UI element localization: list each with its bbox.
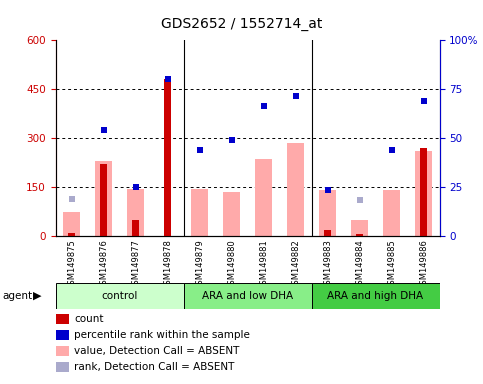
Bar [132,220,139,236]
Bar [196,235,203,236]
Bar [223,192,241,236]
Text: agent: agent [2,291,32,301]
Text: GSM149881: GSM149881 [259,239,268,290]
Text: count: count [74,314,103,324]
Text: GSM149886: GSM149886 [419,239,428,290]
Bar [420,148,427,236]
Bar [255,159,272,236]
Text: ARA and low DHA: ARA and low DHA [202,291,293,301]
Text: GSM149878: GSM149878 [163,239,172,290]
Text: GSM149879: GSM149879 [195,239,204,290]
Bar [312,283,440,309]
Bar [292,235,299,236]
Bar [351,220,369,236]
Bar [164,79,171,236]
Text: GSM149882: GSM149882 [291,239,300,290]
Bar [95,161,113,236]
Text: value, Detection Call = ABSENT: value, Detection Call = ABSENT [74,346,239,356]
Text: GSM149880: GSM149880 [227,239,236,290]
Bar [324,230,331,236]
Bar [63,212,80,236]
Bar [228,235,235,236]
Bar [415,151,432,236]
Text: GSM149877: GSM149877 [131,239,140,290]
Bar [383,190,400,236]
Bar [260,235,267,236]
Bar [68,233,75,236]
Bar [191,189,208,236]
Text: ▶: ▶ [33,291,42,301]
Text: GSM149883: GSM149883 [323,239,332,290]
Text: GSM149884: GSM149884 [355,239,364,290]
Text: GSM149875: GSM149875 [67,239,76,290]
Text: control: control [101,291,138,301]
Bar [100,164,107,236]
Bar [287,143,304,236]
Bar [56,283,184,309]
Bar [356,233,363,236]
Text: GSM149876: GSM149876 [99,239,108,290]
Bar [319,190,336,236]
Bar [388,235,395,236]
Text: ARA and high DHA: ARA and high DHA [327,291,424,301]
Bar [127,189,144,236]
Text: GDS2652 / 1552714_at: GDS2652 / 1552714_at [161,17,322,31]
Bar [184,283,312,309]
Text: percentile rank within the sample: percentile rank within the sample [74,330,250,340]
Text: rank, Detection Call = ABSENT: rank, Detection Call = ABSENT [74,362,234,372]
Text: GSM149885: GSM149885 [387,239,396,290]
